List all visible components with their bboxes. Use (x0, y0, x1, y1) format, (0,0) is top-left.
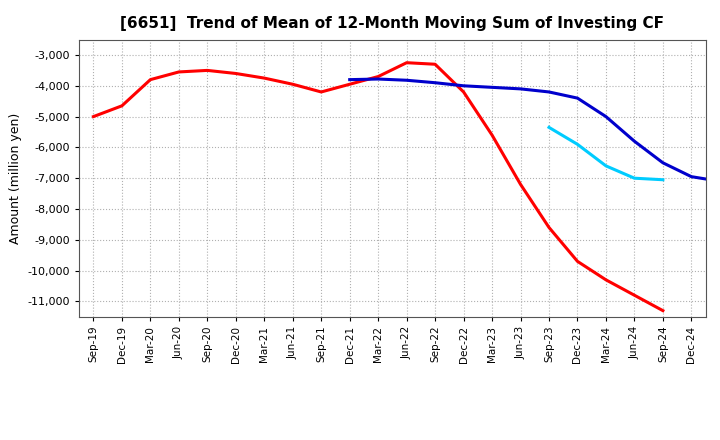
Y-axis label: Amount (million yen): Amount (million yen) (9, 113, 22, 244)
Title: [6651]  Trend of Mean of 12-Month Moving Sum of Investing CF: [6651] Trend of Mean of 12-Month Moving … (120, 16, 665, 32)
